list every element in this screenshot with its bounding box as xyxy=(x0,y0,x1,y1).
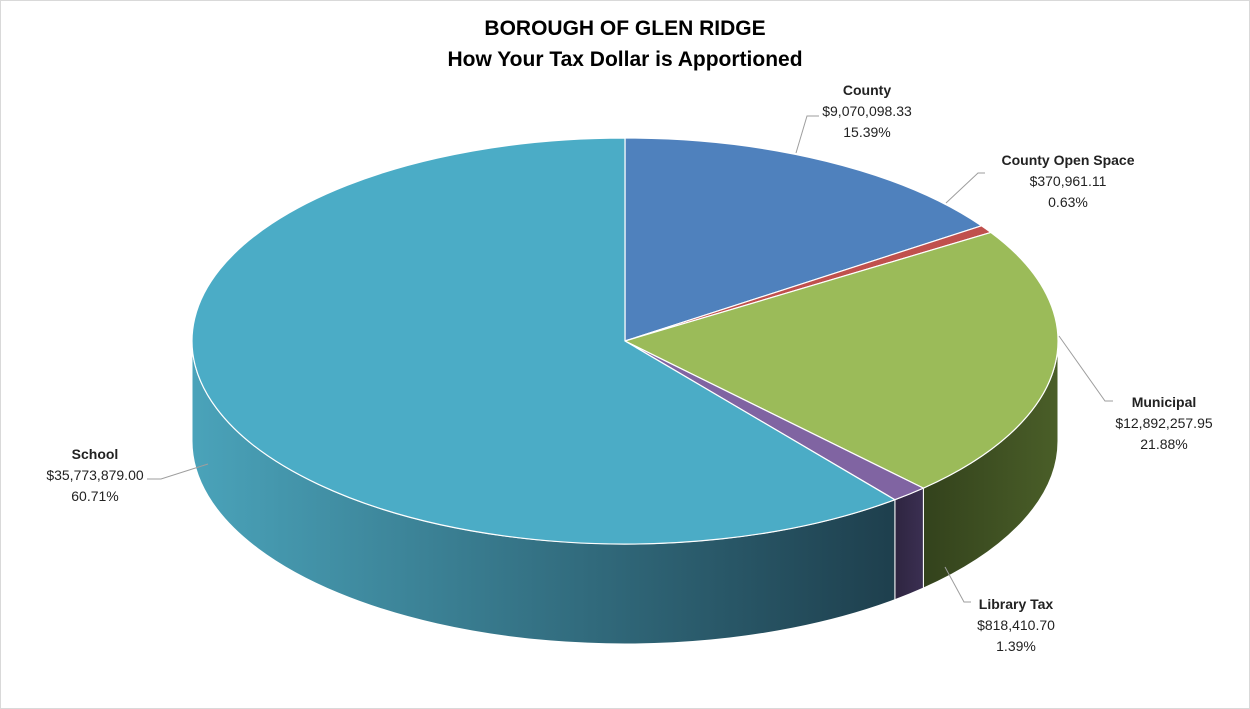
pie-slice-school xyxy=(191,137,897,545)
pie-slice-municipal xyxy=(623,231,1059,489)
data-label-county: County $9,070,098.33 15.39% xyxy=(822,82,912,140)
leader-line-county-open-space xyxy=(945,172,985,204)
leader-line-school xyxy=(147,463,209,480)
slice-percent-label: 0.63% xyxy=(1048,194,1088,210)
slice-percent-label: 21.88% xyxy=(1140,436,1187,452)
slice-value-label: $12,892,257.95 xyxy=(1115,415,1213,431)
pie-slice-county xyxy=(624,137,983,342)
slice-name-label: County Open Space xyxy=(1001,152,1134,168)
chart-subtitle: How Your Tax Dollar is Apportioned xyxy=(447,48,802,71)
slice-value-label: $9,070,098.33 xyxy=(822,103,912,119)
leader-line-municipal xyxy=(1058,335,1113,402)
chart-title: BOROUGH OF GLEN RIDGE xyxy=(484,17,765,40)
leader-line-county xyxy=(795,115,819,154)
data-label-library-tax: Library Tax $818,410.70 1.39% xyxy=(977,596,1055,654)
slice-name-label: School xyxy=(72,446,119,462)
slice-value-label: $35,773,879.00 xyxy=(46,467,144,483)
data-label-municipal: Municipal $12,892,257.95 21.88% xyxy=(1115,394,1213,452)
pie-side-library-tax xyxy=(894,487,924,601)
slice-name-label: Library Tax xyxy=(979,596,1054,612)
slice-percent-label: 60.71% xyxy=(71,488,118,504)
data-label-school: School $35,773,879.00 60.71% xyxy=(46,446,144,504)
slice-percent-label: 1.39% xyxy=(996,638,1036,654)
slice-name-label: Municipal xyxy=(1132,394,1197,410)
leader-line-library-tax xyxy=(944,566,971,603)
slice-name-label: County xyxy=(843,82,891,98)
slice-percent-label: 15.39% xyxy=(843,124,890,140)
data-label-county-open-space: County Open Space $370,961.11 0.63% xyxy=(1001,152,1134,210)
slice-value-label: $818,410.70 xyxy=(977,617,1055,633)
slice-value-label: $370,961.11 xyxy=(1030,173,1107,189)
